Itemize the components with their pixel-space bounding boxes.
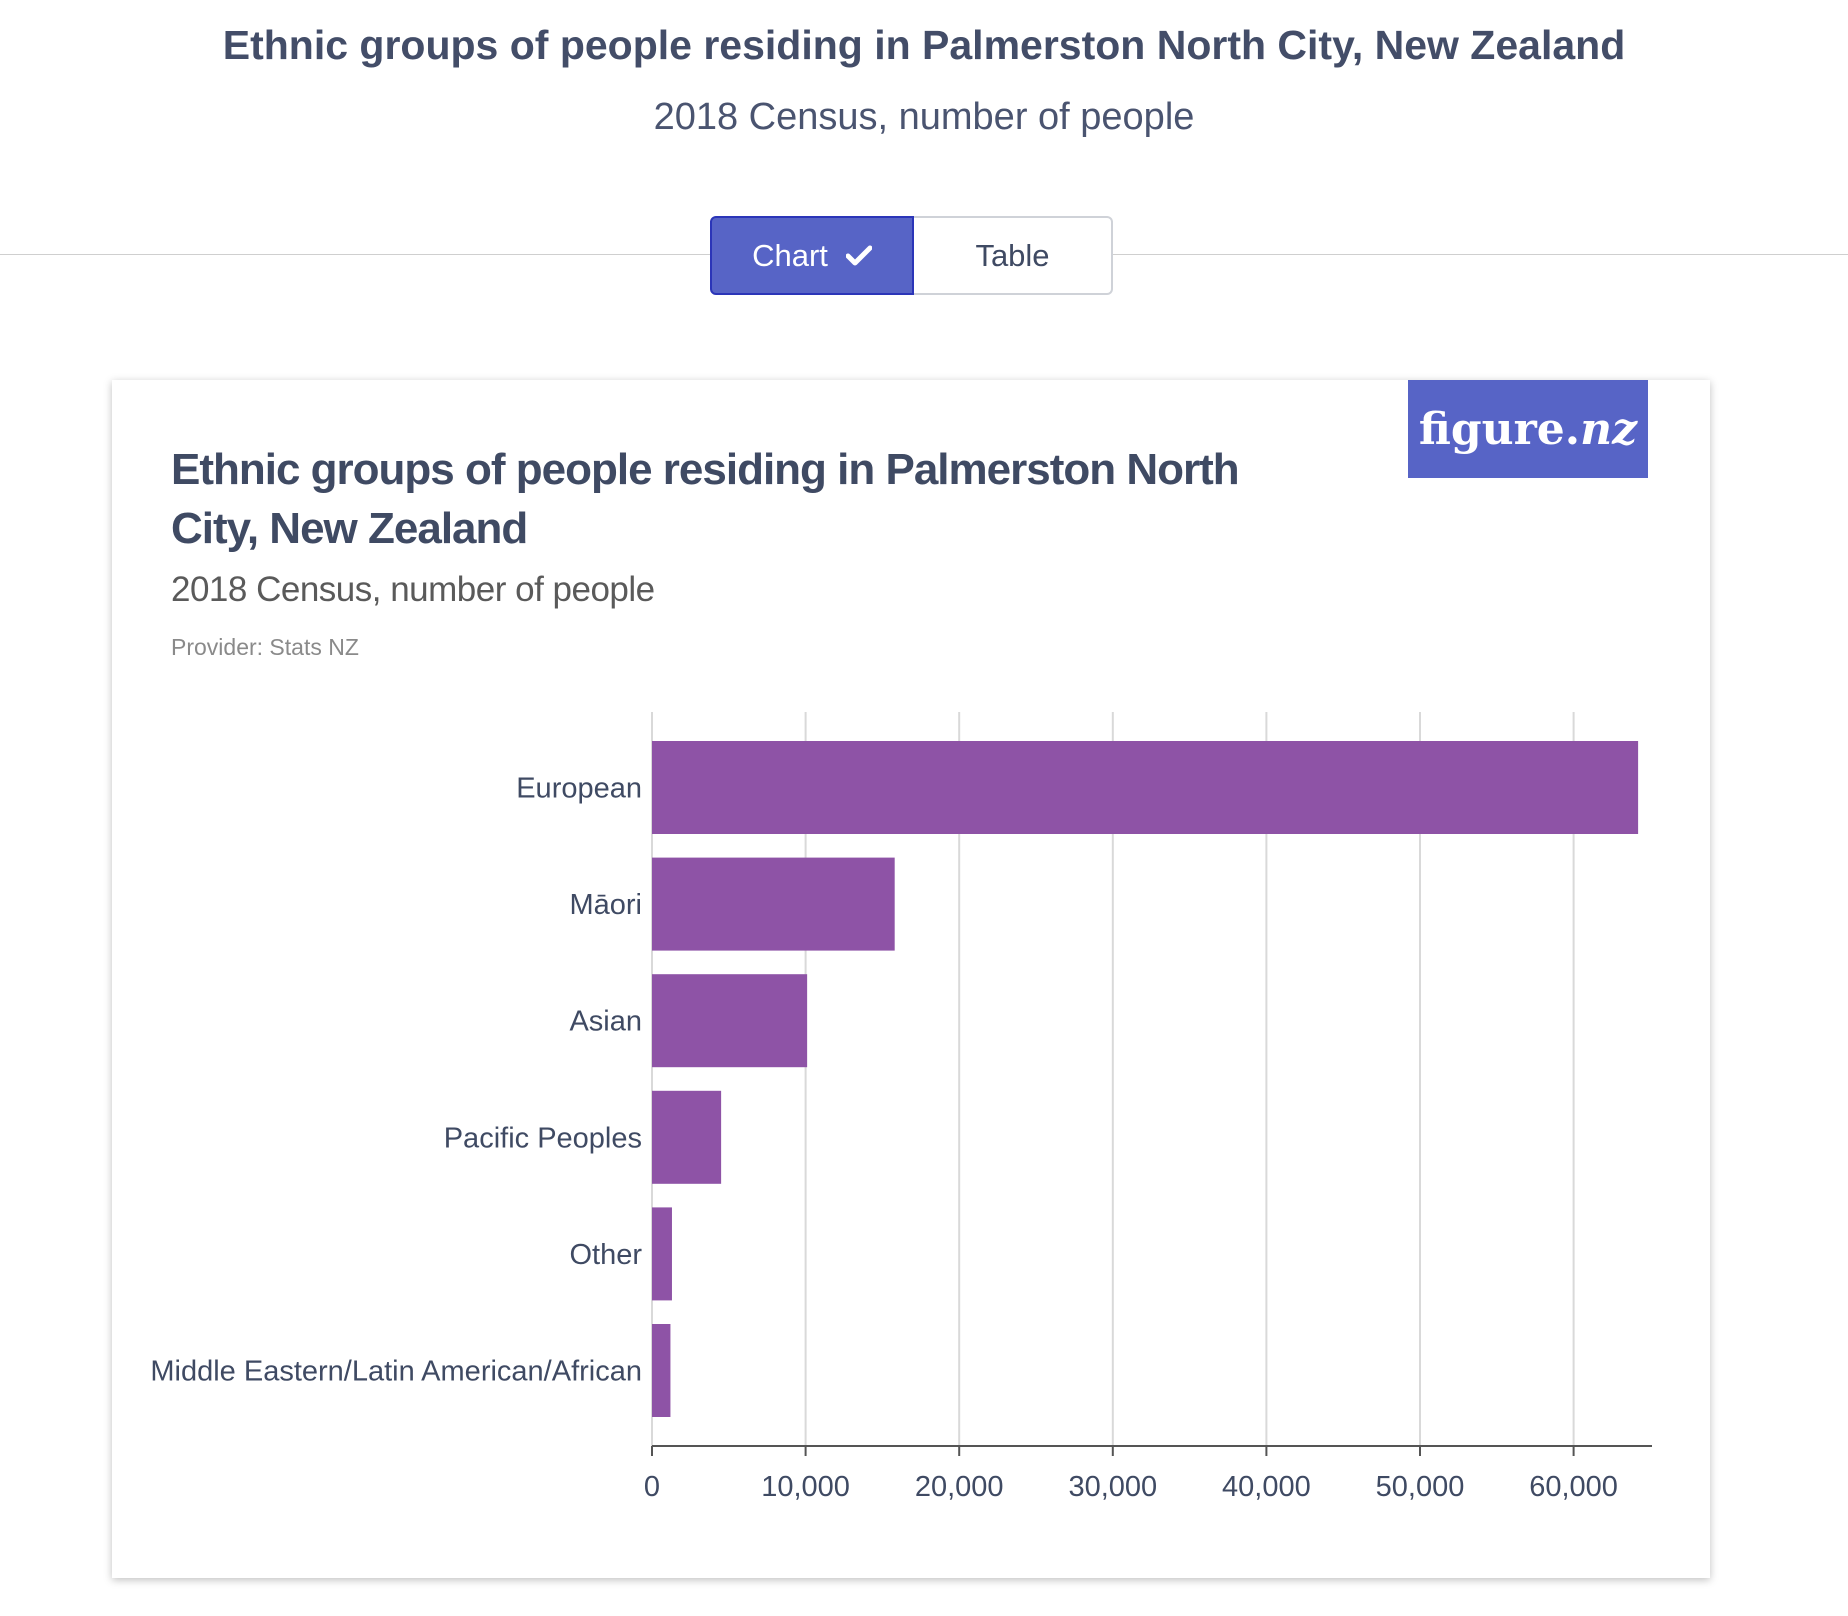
- x-tick-label: 30,000: [1068, 1471, 1157, 1503]
- bar: [652, 741, 1639, 834]
- category-label: Māori: [569, 889, 642, 921]
- bar: [652, 1207, 672, 1301]
- bar: [652, 974, 808, 1068]
- x-tick-label: 0: [644, 1471, 660, 1503]
- bar: [652, 857, 895, 951]
- x-tick-label: 50,000: [1376, 1471, 1465, 1503]
- page-subtitle: 2018 Census, number of people: [653, 96, 1195, 138]
- bar: [652, 1090, 722, 1184]
- checkmark-icon: [845, 245, 872, 267]
- category-label: Other: [569, 1239, 642, 1271]
- figure-nz-logo[interactable]: figure. nz: [1408, 380, 1648, 478]
- chart-card: figure. nz Ethnic groups of people residi…: [112, 380, 1710, 1578]
- bar: [652, 1324, 671, 1417]
- table-tab-label: Table: [975, 237, 1050, 273]
- table-tab-button[interactable]: Table: [914, 216, 1113, 295]
- category-label: Middle Eastern/Latin American/African: [150, 1356, 642, 1388]
- x-tick-label: 20,000: [915, 1471, 1004, 1503]
- divider-left: [0, 254, 712, 255]
- divider-right: [1113, 254, 1848, 255]
- chart-tab-button[interactable]: Chart: [710, 216, 914, 295]
- provider-label: Provider: Stats NZ: [171, 634, 359, 660]
- category-label: Pacific Peoples: [444, 1122, 642, 1154]
- page-title: Ethnic groups of people residing in Palm…: [222, 22, 1626, 68]
- chart-subtitle: 2018 Census, number of people: [171, 570, 655, 609]
- logo-text: figure.: [1418, 403, 1581, 455]
- bar-chart: European Māori Asian Pacific Peoples Other Mi…: [150, 712, 1652, 1503]
- category-label: European: [516, 773, 642, 805]
- x-tick-label: 60,000: [1529, 1471, 1618, 1503]
- logo-suffix: nz: [1580, 403, 1638, 455]
- x-tick-label: 40,000: [1222, 1471, 1311, 1503]
- category-label: Asian: [569, 1006, 642, 1038]
- chart-tab-label: Chart: [752, 237, 828, 273]
- x-tick-label: 10,000: [761, 1471, 850, 1503]
- chart-title: Ethnic groups of people residing in Palm…: [171, 445, 1240, 553]
- view-toggle: Chart Table: [710, 216, 1113, 295]
